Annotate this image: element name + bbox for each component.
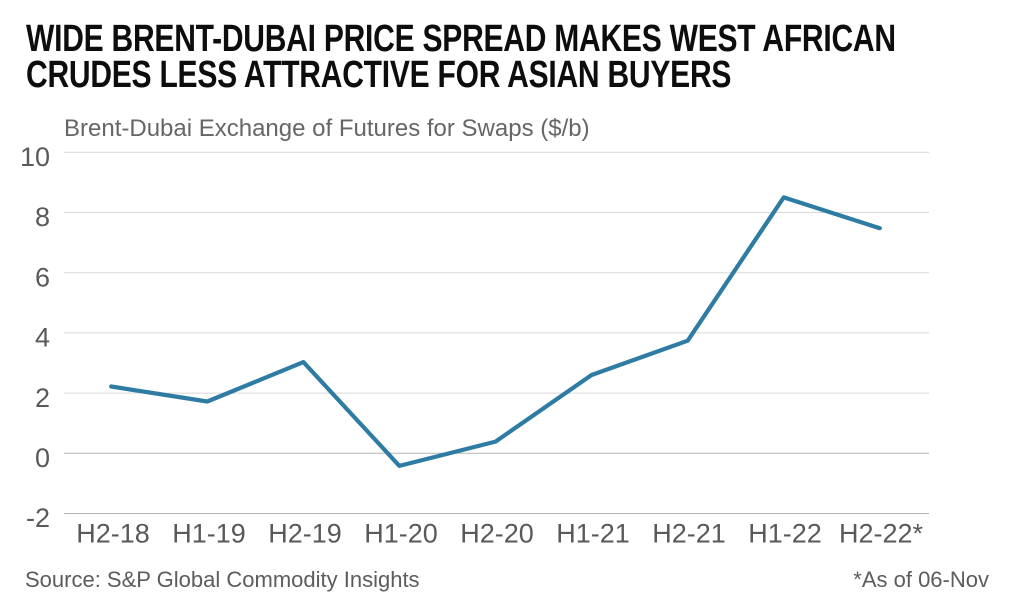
svg-text:H2-21: H2-21 — [652, 519, 726, 549]
svg-text:H1-21: H1-21 — [556, 519, 630, 549]
svg-text:0: 0 — [35, 443, 50, 473]
svg-text:10: 10 — [20, 142, 50, 172]
svg-text:4: 4 — [35, 323, 50, 353]
svg-text:H2-18: H2-18 — [76, 519, 150, 549]
svg-text:2: 2 — [35, 383, 50, 413]
svg-text:H1-19: H1-19 — [172, 519, 246, 549]
svg-text:-2: -2 — [26, 503, 50, 533]
svg-text:H2-19: H2-19 — [268, 519, 342, 549]
svg-text:H2-20: H2-20 — [460, 519, 534, 549]
svg-text:H2-22*: H2-22* — [839, 519, 924, 549]
svg-text:8: 8 — [35, 202, 50, 232]
svg-text:H1-22: H1-22 — [748, 519, 822, 549]
svg-text:H1-20: H1-20 — [364, 519, 438, 549]
svg-text:6: 6 — [35, 262, 50, 292]
